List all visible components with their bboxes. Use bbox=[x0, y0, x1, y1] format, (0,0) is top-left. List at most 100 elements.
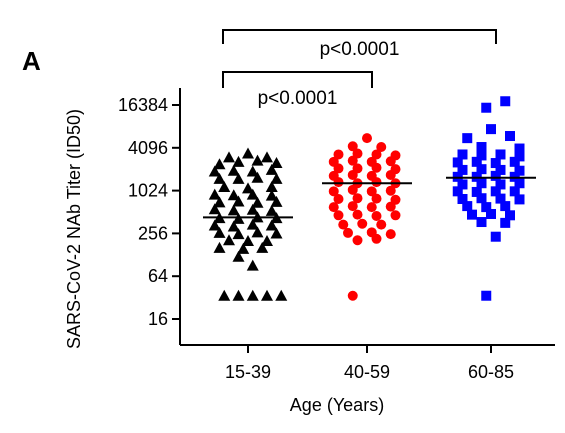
data-point-triangle bbox=[232, 155, 245, 167]
data-point-triangle bbox=[242, 235, 254, 247]
data-point-square bbox=[476, 217, 487, 228]
data-point-square bbox=[514, 151, 525, 162]
data-point-triangle bbox=[270, 157, 283, 169]
data-point-triangle bbox=[232, 228, 245, 240]
data-point-circle bbox=[352, 209, 363, 220]
axes: 16 64 256 1024 4096 16384 15-39 40-59 60-85 bbox=[118, 88, 555, 382]
data-point-circle bbox=[376, 219, 387, 230]
data-point-circle bbox=[343, 227, 353, 238]
data-point-circle bbox=[352, 148, 363, 159]
data-point-circle bbox=[333, 210, 344, 221]
data-point-circle bbox=[333, 149, 344, 160]
data-point-circle bbox=[385, 229, 396, 240]
data-point-square bbox=[490, 158, 501, 169]
data-point-circle bbox=[366, 202, 377, 213]
data-point-circle bbox=[371, 177, 382, 188]
data-point-triangle bbox=[232, 195, 245, 207]
data-point-square bbox=[476, 164, 487, 175]
data-point-triangle bbox=[265, 189, 278, 201]
data-point-circle bbox=[371, 233, 382, 244]
data-point-triangle bbox=[213, 241, 226, 253]
data-point-circle bbox=[362, 133, 372, 144]
data-point-square bbox=[514, 178, 525, 189]
y-tick-label: 256 bbox=[138, 223, 168, 243]
data-point-circle bbox=[371, 149, 382, 160]
x-tick-label: 60-85 bbox=[468, 362, 514, 382]
data-point-square bbox=[490, 170, 501, 181]
data-point-square bbox=[457, 164, 468, 175]
data-point-triangle bbox=[227, 189, 240, 201]
data-point-square bbox=[471, 156, 482, 167]
data-point-triangle bbox=[265, 204, 278, 216]
data-point-triangle bbox=[246, 165, 259, 177]
data-point-square bbox=[462, 201, 473, 212]
data-point-triangle bbox=[246, 203, 259, 215]
data-point-square bbox=[495, 193, 506, 204]
y-tick-label: 16 bbox=[148, 309, 168, 329]
data-point-square bbox=[457, 179, 468, 190]
data-point-square bbox=[467, 209, 477, 220]
data-point-triangle bbox=[265, 219, 278, 231]
median-lines bbox=[203, 176, 536, 219]
data-point-triangle bbox=[261, 289, 273, 301]
data-point-triangle bbox=[265, 181, 278, 193]
data-point-triangle bbox=[251, 154, 264, 166]
data-point-circle bbox=[385, 185, 396, 196]
data-point-square bbox=[476, 150, 487, 161]
data-point-square bbox=[509, 156, 520, 167]
data-point-triangle bbox=[208, 203, 221, 215]
data-point-circle bbox=[390, 210, 401, 221]
data-point-square bbox=[514, 143, 525, 154]
data-point-square bbox=[486, 124, 496, 135]
data-point-triangle bbox=[251, 226, 264, 238]
data-point-square bbox=[457, 194, 468, 205]
data-point-circle bbox=[352, 235, 363, 246]
data-point-circle bbox=[385, 169, 396, 180]
data-point-square bbox=[452, 157, 463, 168]
data-point-circle bbox=[385, 156, 396, 167]
data-point-triangle bbox=[208, 188, 221, 200]
significance-bracket bbox=[222, 29, 497, 44]
data-point-circle bbox=[347, 169, 358, 180]
data-point-square bbox=[457, 149, 468, 160]
data-point-triangle bbox=[242, 147, 254, 159]
data-point-triangle bbox=[237, 242, 250, 254]
x-tick-label: 40-59 bbox=[344, 362, 390, 382]
data-point-triangle bbox=[227, 220, 240, 232]
data-point-triangle bbox=[223, 234, 235, 246]
data-point-triangle bbox=[246, 289, 259, 301]
data-point-square bbox=[481, 290, 492, 301]
data-point-circle bbox=[333, 177, 344, 188]
data-point-circle bbox=[338, 219, 349, 230]
data-point-square bbox=[509, 186, 520, 197]
data-point-triangle bbox=[232, 289, 245, 301]
x-axis-title: Age (Years) bbox=[290, 395, 384, 415]
data-point-triangle bbox=[265, 163, 278, 175]
data-point-triangle bbox=[213, 158, 226, 170]
data-point-triangle bbox=[218, 289, 231, 301]
data-point-circle bbox=[333, 163, 344, 174]
data-point-square bbox=[476, 142, 487, 153]
significance-bracket bbox=[222, 71, 373, 88]
data-point-triangle bbox=[251, 171, 264, 183]
data-point-circle bbox=[371, 193, 382, 204]
data-point-triangle bbox=[218, 181, 231, 193]
data-point-triangle bbox=[208, 219, 221, 231]
y-tick-label: 16384 bbox=[118, 95, 168, 115]
data-point-triangle bbox=[223, 151, 235, 163]
data-point-square bbox=[500, 217, 511, 228]
data-point-square bbox=[471, 186, 482, 197]
data-point-triangle bbox=[208, 165, 221, 177]
data-point-triangle bbox=[270, 227, 283, 239]
x-tick-label: 15-39 bbox=[225, 362, 271, 382]
data-point-circle bbox=[366, 186, 377, 197]
data-point-square bbox=[495, 179, 506, 190]
data-point-triangle bbox=[213, 172, 226, 184]
data-point-triangle bbox=[213, 196, 226, 208]
data-point-square bbox=[452, 186, 463, 197]
data-point-circle bbox=[328, 202, 339, 213]
data-point-circle bbox=[357, 218, 368, 229]
y-tick-label: 1024 bbox=[128, 181, 168, 201]
data-point-square bbox=[514, 165, 525, 176]
data-point-circle bbox=[328, 186, 339, 197]
